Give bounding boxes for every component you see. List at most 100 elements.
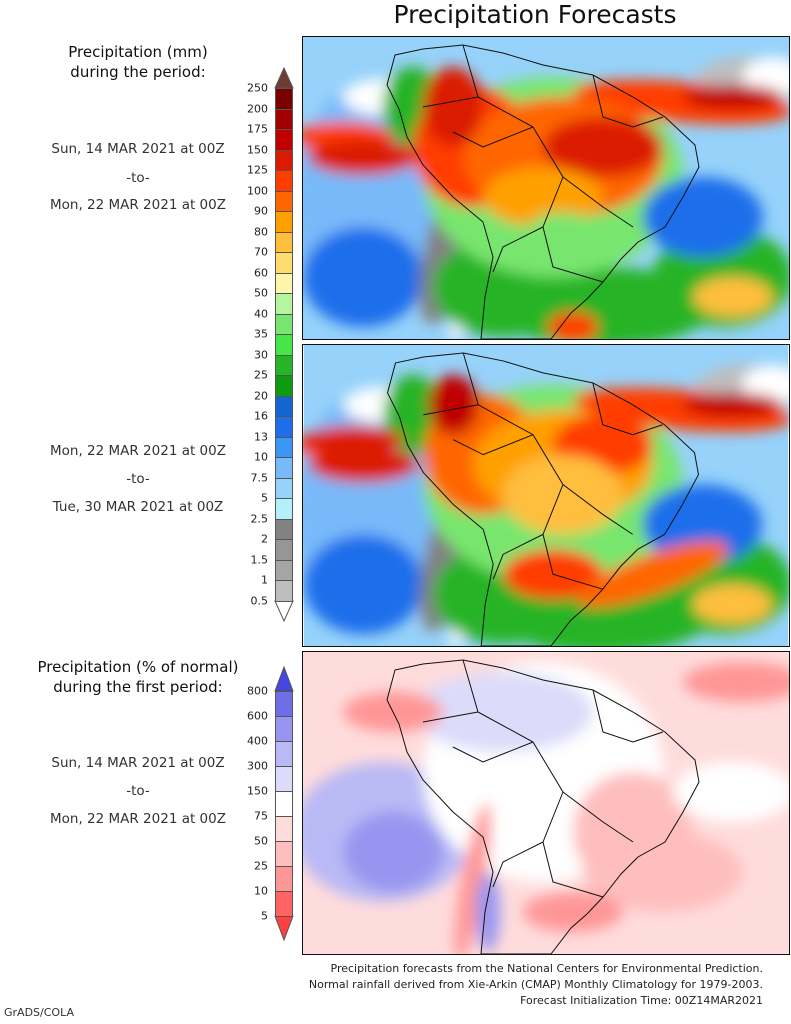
precip_scale-swatch <box>275 477 293 500</box>
precip_scale-swatch <box>275 518 293 541</box>
precip-field-region <box>308 446 419 483</box>
precip-field-region <box>673 762 789 822</box>
credit-label: GrADS/COLA <box>4 1006 74 1019</box>
panel1-heading-line1: Precipitation (mm) <box>68 43 208 61</box>
precip_scale-tick-label: 100 <box>247 184 268 198</box>
pct_scale-swatch <box>275 741 293 767</box>
pct_scale-tick-label: 400 <box>247 734 268 748</box>
coastline <box>386 44 700 339</box>
precip-field-region <box>683 662 789 702</box>
precip_scale-tick-label: 200 <box>247 102 268 116</box>
precip_scale-tick-label: 13 <box>254 430 268 444</box>
precip_scale-swatch <box>275 272 293 295</box>
map-percent-normal <box>302 651 790 955</box>
precip_scale-swatch <box>275 231 293 254</box>
precip-field-region <box>543 117 663 177</box>
precip_scale-swatch <box>275 354 293 377</box>
precip_scale-tick-label: 40 <box>254 307 268 321</box>
precip_scale-swatch <box>275 129 293 151</box>
country-borders <box>422 659 664 898</box>
precip-field-region <box>483 167 603 227</box>
pct_scale-swatch <box>275 766 293 792</box>
precip-field-region <box>428 374 479 435</box>
pct_scale-tick-label: 5 <box>261 909 268 923</box>
precip_scale-tick-label: 60 <box>254 266 268 280</box>
precip-field-region <box>308 139 418 175</box>
panel2-separator: -to- <box>126 471 150 487</box>
precip_scale-swatch <box>275 416 293 438</box>
panel1-end-date: Mon, 22 MAR 2021 at 00Z <box>49 197 226 213</box>
precip_scale-tick-label: 50 <box>254 286 268 300</box>
pct_scale-swatch <box>275 841 293 867</box>
precip-field-region <box>303 425 404 454</box>
precip-field-region <box>454 803 492 954</box>
pct_scale-tick-label: 10 <box>254 884 268 898</box>
precip_scale-tick-label: 10 <box>254 450 268 464</box>
precip_scale-swatch <box>275 498 293 520</box>
precip_scale-tick-label: 1.5 <box>250 553 269 567</box>
figure-title: Precipitation Forecasts <box>393 0 677 29</box>
precip-field-region <box>523 212 603 262</box>
precip-field-region <box>548 312 598 339</box>
precip_scale-swatch <box>275 190 293 213</box>
precip_scale-tick-label: 2 <box>261 532 268 546</box>
precip_scale-swatch <box>275 108 293 131</box>
precip_scale-swatch <box>275 252 293 274</box>
pct_scale-swatch <box>275 691 293 717</box>
precip-field-region <box>692 584 773 625</box>
precip_scale-tick-label: 150 <box>247 143 268 157</box>
precip_scale-swatch <box>275 170 293 192</box>
precip_scale-tick-label: 5 <box>261 491 268 505</box>
pct_scale-swatch <box>275 816 293 842</box>
precip_scale-swatch <box>275 395 293 418</box>
panel2-end-date: Tue, 30 MAR 2021 at 00Z <box>52 499 224 515</box>
pct_scale-under-triangle <box>274 915 294 941</box>
precip-field-region <box>413 672 593 752</box>
precip_scale-swatch <box>275 559 293 582</box>
panel3-heading-line2: during the first period: <box>53 678 223 696</box>
pct_scale-over-triangle <box>274 666 294 692</box>
precip_scale-tick-label: 20 <box>254 389 268 403</box>
country-borders <box>422 44 664 283</box>
precip_scale-tick-label: 35 <box>254 327 268 341</box>
precip-field-region <box>583 832 743 912</box>
precip-field-region <box>682 392 783 417</box>
panel2-start-date: Mon, 22 MAR 2021 at 00Z <box>49 443 226 459</box>
precip_scale-tick-label: 1 <box>261 573 268 587</box>
panel3-end-date: Mon, 22 MAR 2021 at 00Z <box>49 811 226 827</box>
pct_scale-swatch <box>275 866 293 892</box>
precip-field-region <box>423 67 483 147</box>
precip_scale-swatch <box>275 313 293 336</box>
panel3-separator: -to- <box>126 783 150 799</box>
precip_scale-swatch <box>275 334 293 356</box>
precip_scale-tick-label: 90 <box>254 204 268 218</box>
precip_scale-tick-label: 0.5 <box>250 594 269 608</box>
precip_scale-swatch <box>275 293 293 315</box>
map-precip-period2 <box>302 344 790 647</box>
precip_scale-swatch <box>275 457 293 479</box>
pct_scale-tick-label: 75 <box>254 809 268 823</box>
precip-field-region <box>683 85 783 109</box>
precip_scale-tick-label: 2.5 <box>250 512 269 526</box>
pct_scale-tick-label: 300 <box>247 759 268 773</box>
precip_scale-tick-label: 125 <box>247 163 268 177</box>
country-borders <box>423 352 663 590</box>
panel1-start-date: Sun, 14 MAR 2021 at 00Z <box>51 141 225 157</box>
precip_scale-swatch <box>275 436 293 459</box>
pct_scale-tick-label: 600 <box>247 709 268 723</box>
pct_scale-swatch <box>275 891 293 917</box>
pct_scale-tick-label: 50 <box>254 834 268 848</box>
pct_scale-swatch <box>275 716 293 742</box>
precip-field-region <box>642 484 763 565</box>
precip_scale-tick-label: 25 <box>254 368 268 382</box>
coastline <box>386 659 700 954</box>
precip-field-region <box>476 872 500 952</box>
precip_scale-tick-label: 80 <box>254 225 268 239</box>
footer-line-2: Normal rainfall derived from Xie-Arkin (… <box>308 978 763 991</box>
precip_scale-over-triangle <box>274 67 294 89</box>
precip_scale-under-triangle <box>274 600 294 622</box>
panel3-heading-line1: Precipitation (% of normal) <box>37 658 239 676</box>
precip-field-region <box>503 454 623 535</box>
pct_scale-swatch <box>275 791 293 817</box>
